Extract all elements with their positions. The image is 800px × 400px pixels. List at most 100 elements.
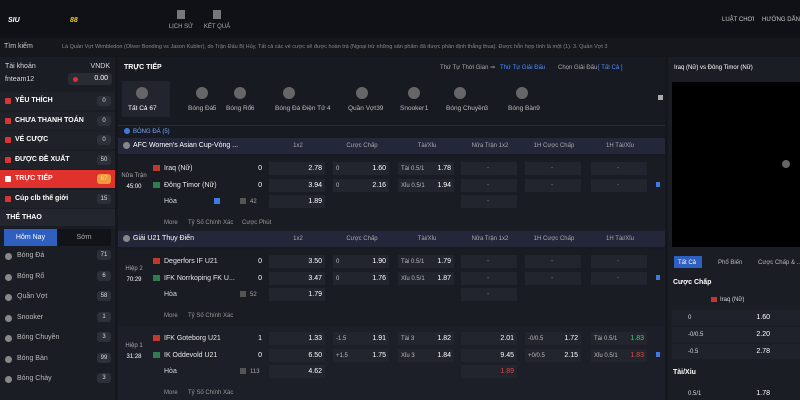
odds-cell[interactable] [333,332,389,345]
nav-link[interactable]: KẾT QUẢ [203,24,231,30]
odds-cell[interactable] [333,348,389,362]
odds-cell[interactable] [333,255,389,268]
sport-label[interactable]: Bóng Bàn [17,354,48,362]
odds-cell[interactable] [269,162,325,175]
odds-cell[interactable] [398,332,454,345]
market-odds[interactable]: 1.60 [756,314,770,321]
odds[interactable]: 2.16 [372,181,386,189]
filter-value[interactable]: [ Tất Cả ] [598,65,623,71]
more-link[interactable]: Tỷ Số Chính Xác [188,313,234,319]
odds-cell[interactable] [269,365,325,378]
odds[interactable]: 1.84 [437,351,451,359]
odds-cell[interactable] [461,255,517,268]
odds[interactable]: - [486,258,490,265]
tab-label[interactable]: Bóng Rổ [226,105,252,112]
sport-tab[interactable]: Hôm Nay [15,234,46,241]
odds-cell[interactable] [591,178,647,192]
odds[interactable]: 3.47 [308,274,322,282]
odds[interactable]: 1.72 [564,335,578,342]
odds-cell[interactable] [591,255,647,268]
odds-cell[interactable] [591,332,647,345]
odds[interactable]: - [486,274,490,282]
tab-label[interactable]: Snooker [400,105,425,112]
odds[interactable]: - [550,165,554,172]
header-link[interactable]: LUẬT CHƠI [722,17,755,23]
odds-cell[interactable] [269,348,325,362]
odds-cell[interactable] [525,178,581,192]
odds-cell[interactable] [269,288,325,301]
odds-cell[interactable] [525,162,581,175]
odds-cell[interactable] [525,332,581,345]
header-link[interactable]: HƯỚNG DẪN [762,17,800,23]
odds[interactable]: - [486,165,490,172]
more-link[interactable]: Tỷ Số Chính Xác [188,390,234,396]
odds[interactable]: 1.79 [437,258,451,265]
odds[interactable]: 3.94 [308,181,322,189]
tab-label[interactable]: Bóng Bàn [508,105,537,112]
tab[interactable] [57,229,111,246]
tab-label[interactable]: Bóng Đá Điện Tử [275,105,326,112]
side-tab[interactable]: Tất Cả [678,260,697,266]
sport-label[interactable]: Bóng Đá [17,252,45,259]
odds-cell[interactable] [461,332,517,345]
odds[interactable]: - [616,274,620,282]
odds-cell[interactable] [269,255,325,268]
odds[interactable]: 1.76 [372,274,386,282]
odds[interactable]: 1.94 [437,181,451,189]
odds-cell[interactable] [398,178,454,192]
odds-cell[interactable] [269,332,325,345]
odds[interactable]: 1.33 [308,335,322,342]
odds-cell[interactable] [333,162,389,175]
more-link[interactable]: More [164,313,178,319]
odds-cell[interactable] [461,195,517,208]
sport-label[interactable]: Quần Vợt [17,293,48,300]
more-link[interactable]: More [164,220,178,226]
odds-cell[interactable] [333,178,389,192]
tab-label[interactable]: Bóng Đá [188,105,214,112]
menu-item[interactable] [0,170,115,188]
odds-cell[interactable] [461,178,517,192]
side-tab[interactable]: Cược Chấp & ... [758,260,800,266]
tab-label[interactable]: Quần Vợt [348,105,377,112]
odds-cell[interactable] [591,348,647,362]
sport-label[interactable]: Bóng Chuyền [17,334,60,341]
odds[interactable]: 1.82 [437,335,451,342]
odds-cell[interactable] [525,255,581,268]
odds[interactable]: 1.91 [372,335,386,342]
odds[interactable]: 1.83 [630,351,644,359]
market-odds[interactable]: 1.78 [756,390,770,397]
menu-item[interactable] [0,111,115,130]
sport-tab[interactable]: Sớm [76,234,92,241]
sport-label[interactable]: Bóng Rổ [17,272,45,280]
odds-cell[interactable] [269,195,325,208]
odds-cell[interactable] [591,271,647,285]
odds-cell[interactable] [461,271,517,285]
odds[interactable]: 4.62 [308,368,322,375]
menu-item[interactable] [0,131,115,149]
sort-active[interactable]: Thứ Tự Giải Đấu [500,65,546,71]
menu-item[interactable] [0,92,115,110]
odds[interactable]: - [616,181,620,189]
nav-link[interactable]: LỊCH SỬ [168,24,194,30]
sport-label[interactable]: Bóng Chày [17,375,52,382]
expand-arrow[interactable] [656,275,660,280]
odds[interactable]: 2.78 [308,165,322,172]
odds-cell[interactable] [398,162,454,175]
odds-cell[interactable] [461,288,517,301]
odds[interactable]: 1.89 [500,368,514,375]
odds[interactable]: 1.90 [372,258,386,265]
odds[interactable]: - [550,181,554,189]
scroll-arrow[interactable] [658,95,663,100]
odds[interactable]: 1.60 [372,165,386,172]
odds[interactable]: - [616,258,620,265]
odds[interactable]: - [550,274,554,282]
odds-cell[interactable] [398,348,454,362]
odds-cell[interactable] [461,348,517,362]
sort-label[interactable]: Thứ Tự Thời Gian ⇒ [440,65,496,71]
odds[interactable]: 1.83 [630,335,644,342]
odds[interactable]: 1.75 [372,351,386,359]
odds-cell[interactable] [525,348,581,362]
odds[interactable]: 1.87 [437,274,451,282]
odds[interactable]: - [486,181,490,189]
odds-cell[interactable] [269,271,325,285]
